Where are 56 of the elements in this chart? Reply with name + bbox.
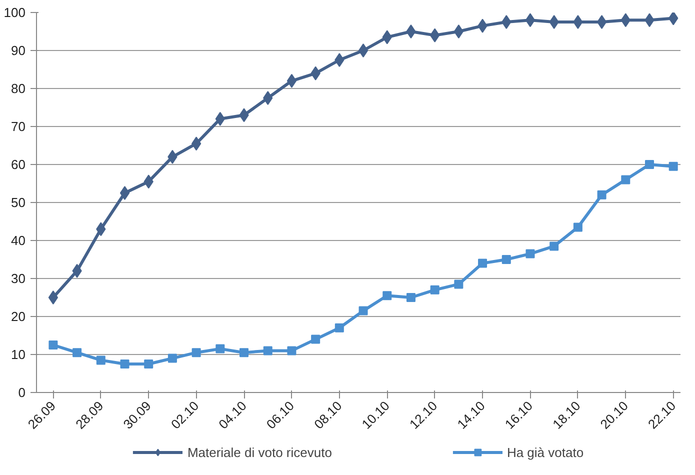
point: [192, 348, 201, 358]
y-tick-label: 70: [11, 119, 26, 134]
point: [358, 306, 368, 316]
point: [263, 346, 272, 356]
point: [120, 186, 130, 200]
point: [550, 242, 559, 251]
y-tick-label: 0: [18, 385, 26, 400]
point: [96, 356, 106, 365]
point: [406, 293, 416, 302]
point: [144, 360, 154, 368]
point: [502, 255, 511, 264]
point: [454, 280, 464, 289]
point: [502, 15, 512, 29]
point: [72, 348, 82, 358]
y-tick-label: 10: [11, 347, 26, 362]
legend-label: Materiale di voto ricevuto: [187, 444, 332, 460]
y-tick-label: 20: [11, 309, 26, 324]
point: [168, 354, 177, 363]
point: [525, 13, 536, 28]
point: [454, 24, 464, 38]
point: [191, 136, 202, 151]
point: [334, 53, 344, 67]
y-tick-label: 90: [11, 43, 26, 58]
point: [120, 360, 130, 368]
point: [48, 340, 58, 350]
point: [644, 160, 654, 169]
point: [478, 258, 488, 268]
point: [382, 291, 392, 300]
point: [286, 74, 297, 88]
point: [430, 28, 440, 42]
point: [549, 15, 559, 29]
point: [573, 222, 582, 232]
point: [621, 175, 630, 184]
point: [334, 323, 344, 332]
point: [48, 290, 58, 304]
point: [406, 24, 416, 38]
point: [311, 334, 320, 344]
y-tick-label: 80: [11, 81, 26, 96]
legend-label: Ha già votato: [506, 444, 584, 460]
point: [430, 285, 440, 294]
y-tick-label: 60: [11, 157, 26, 172]
point: [596, 15, 607, 29]
point: [240, 348, 249, 358]
y-tick-label: 100: [4, 5, 26, 20]
y-tick-label: 40: [11, 233, 26, 248]
point: [358, 44, 368, 58]
point: [216, 344, 225, 354]
point: [668, 12, 678, 26]
point: [287, 346, 296, 356]
point: [526, 249, 535, 258]
y-tick-label: 50: [11, 195, 26, 210]
point: [597, 190, 606, 200]
y-tick-label: 30: [11, 271, 26, 286]
point: [573, 15, 583, 29]
point: [668, 162, 678, 171]
point: [263, 91, 273, 105]
